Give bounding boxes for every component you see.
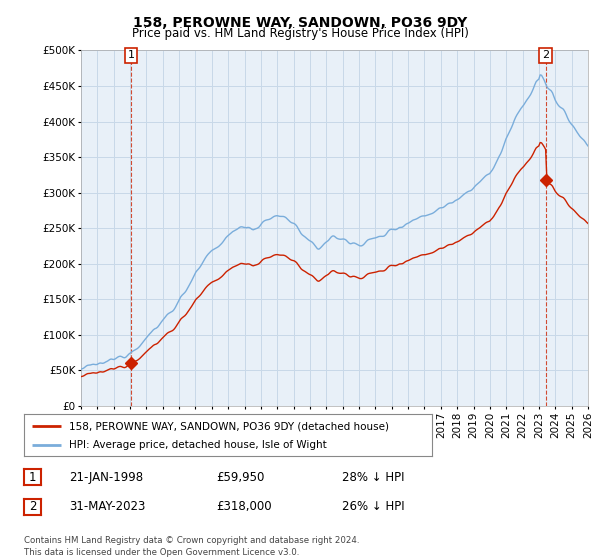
Text: 21-JAN-1998: 21-JAN-1998 <box>69 470 143 484</box>
Text: HPI: Average price, detached house, Isle of Wight: HPI: Average price, detached house, Isle… <box>69 440 326 450</box>
Text: 2: 2 <box>542 50 549 60</box>
Text: £59,950: £59,950 <box>216 470 265 484</box>
Text: 28% ↓ HPI: 28% ↓ HPI <box>342 470 404 484</box>
Text: 158, PEROWNE WAY, SANDOWN, PO36 9DY (detached house): 158, PEROWNE WAY, SANDOWN, PO36 9DY (det… <box>69 421 389 431</box>
Text: Price paid vs. HM Land Registry's House Price Index (HPI): Price paid vs. HM Land Registry's House … <box>131 27 469 40</box>
Text: £318,000: £318,000 <box>216 500 272 514</box>
Text: 1: 1 <box>29 470 36 484</box>
Text: 31-MAY-2023: 31-MAY-2023 <box>69 500 145 514</box>
Text: 2: 2 <box>29 500 36 514</box>
Text: 26% ↓ HPI: 26% ↓ HPI <box>342 500 404 514</box>
Text: 1: 1 <box>128 50 134 60</box>
Text: Contains HM Land Registry data © Crown copyright and database right 2024.
This d: Contains HM Land Registry data © Crown c… <box>24 536 359 557</box>
Text: 158, PEROWNE WAY, SANDOWN, PO36 9DY: 158, PEROWNE WAY, SANDOWN, PO36 9DY <box>133 16 467 30</box>
